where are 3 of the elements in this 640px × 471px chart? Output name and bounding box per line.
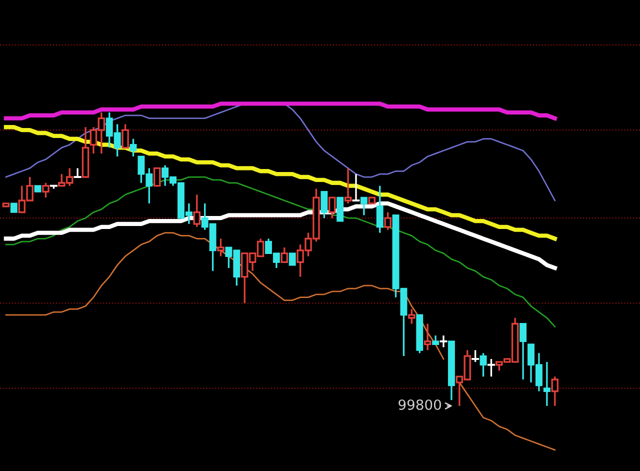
candlestick <box>543 361 550 407</box>
candlestick <box>440 334 448 348</box>
annotation: 99800 <box>398 399 441 410</box>
